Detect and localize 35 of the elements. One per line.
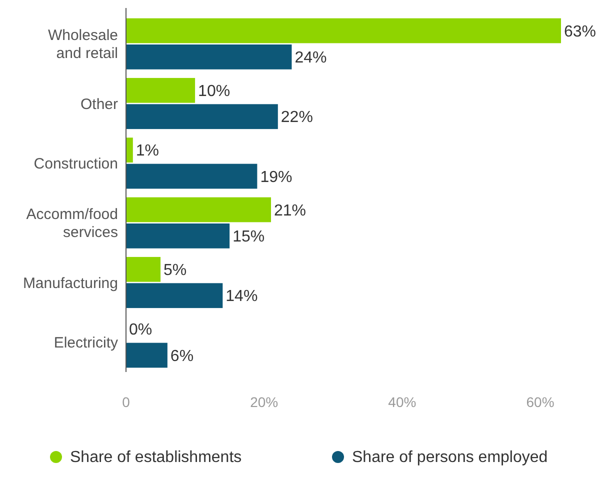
y-tick-label: Electricity [54,334,118,352]
bar [126,18,561,44]
bar [126,104,278,130]
data-label: 63% [564,23,596,40]
y-tick-label: Manufacturing [22,274,118,292]
y-tick-label: Accomm/food services [26,206,118,242]
x-tick-label: 20% [250,394,278,410]
data-label: 1% [136,142,160,160]
y-tick-label: Other [80,96,118,113]
x-tick-label: 0 [122,394,130,410]
bar [126,342,168,368]
data-label: 5% [164,262,187,279]
data-label: 14% [226,288,258,306]
y-tick-label: Construction [34,155,118,172]
bar [126,197,271,222]
data-label: 19% [260,168,292,186]
x-tick-label: 60% [526,394,554,410]
data-label: 10% [198,83,230,100]
bar [126,223,230,248]
legend-label: Share of persons employed [352,449,548,466]
data-label: 24% [294,50,327,67]
bar [126,283,223,308]
data-label: 22% [280,109,313,126]
legend-label: Share of establishments [70,449,242,466]
bar [126,78,196,103]
bar [126,138,133,163]
x-tick-label: 40% [388,394,416,410]
data-label: 15% [232,228,265,246]
data-label: 6% [170,348,194,365]
data-label: 0% [129,322,152,339]
bar [126,44,292,70]
bar [126,256,161,282]
data-label: 21% [274,202,306,220]
bar [126,164,258,189]
y-tick-label: Wholesale and retail [48,27,118,62]
